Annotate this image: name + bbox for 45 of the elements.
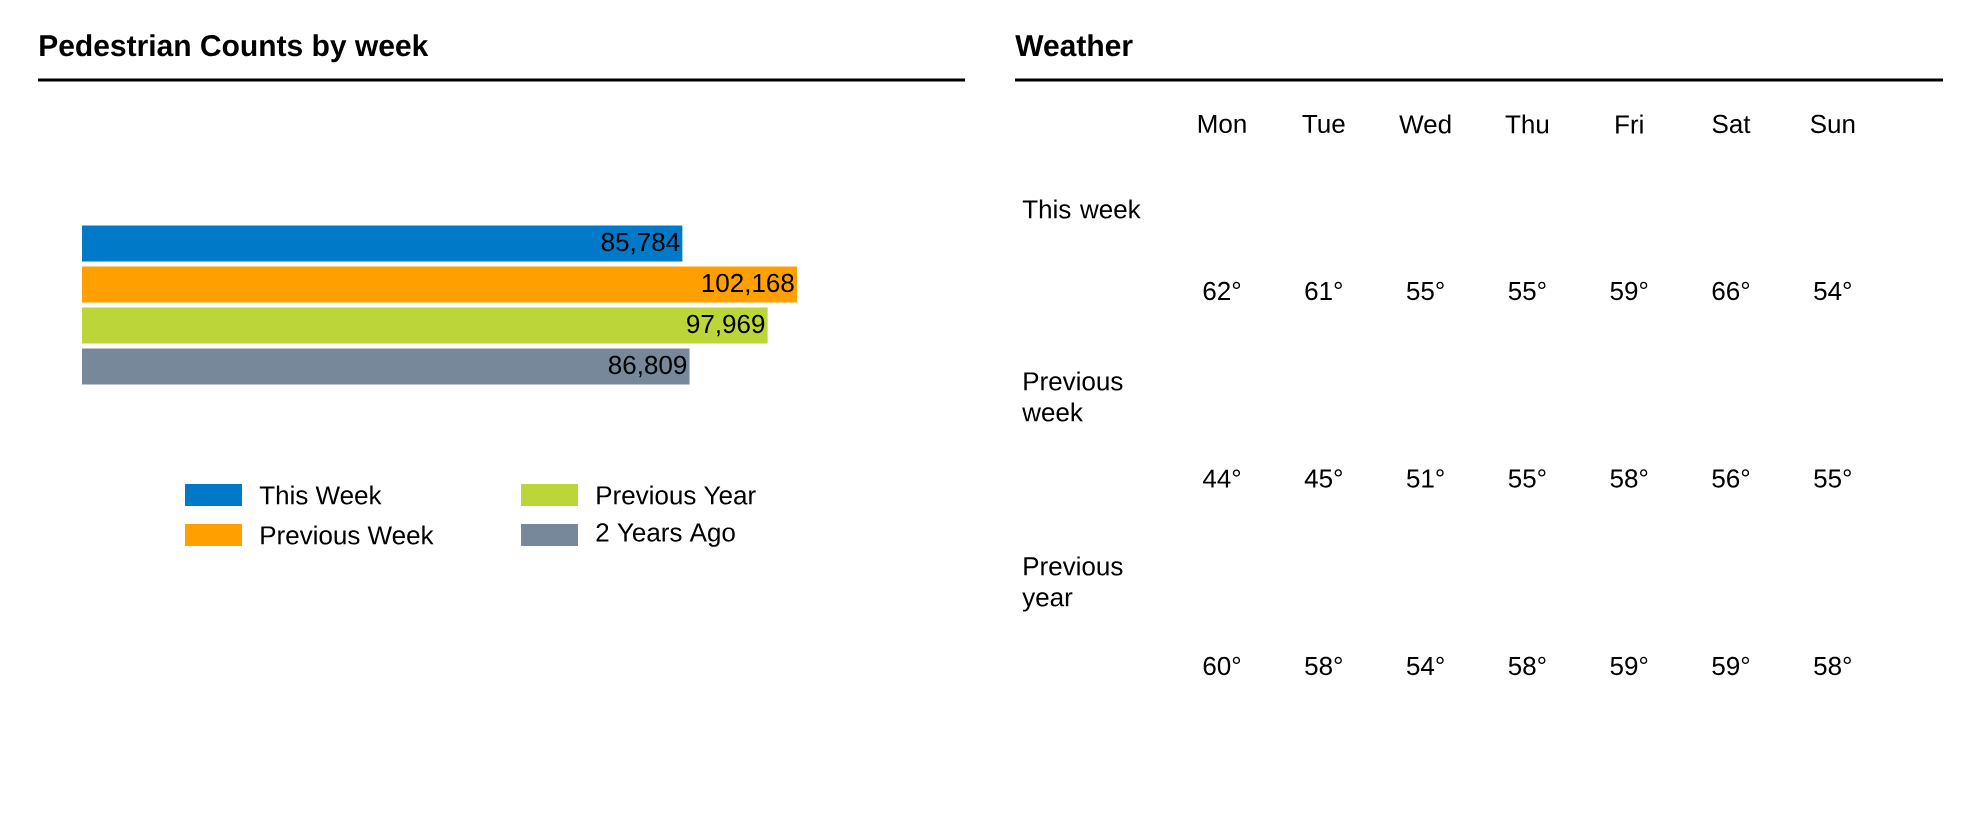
- text: 59°: [1610, 281, 1648, 301]
- text: Weather: [1015, 34, 1133, 57]
- data-label: 102,168: [702, 273, 794, 296]
- text: 55°: [1508, 469, 1546, 488]
- text: 58°: [1305, 656, 1342, 676]
- legend-label: 2 Years Ago: [596, 523, 735, 547]
- data-label: 97,969: [687, 314, 765, 337]
- category-label: Sun: [1810, 114, 1855, 134]
- text: 66°: [1712, 281, 1750, 301]
- bar: [82, 307, 768, 344]
- bar: [82, 266, 798, 303]
- data-label: 85,784: [601, 232, 680, 255]
- text: 59°: [1610, 656, 1648, 676]
- category-label: This week: [1022, 199, 1141, 219]
- text: 58°: [1508, 656, 1546, 676]
- category-label: Sat: [1712, 114, 1751, 134]
- text: 62°: [1203, 281, 1241, 301]
- category-label: Thu: [1505, 114, 1549, 134]
- bar: [82, 348, 690, 385]
- chart-title: Pedestrian Counts by week: [40, 34, 429, 63]
- text: 58°: [1610, 469, 1648, 488]
- category-label: Previous week: [1022, 371, 1123, 422]
- text: 44°: [1202, 469, 1241, 488]
- category-label: Tue: [1302, 114, 1345, 134]
- text: 55°: [1814, 469, 1851, 488]
- text: 58°: [1814, 656, 1851, 676]
- category-label: Fri: [1616, 114, 1643, 134]
- category-label: Mon: [1198, 114, 1246, 134]
- text: 45°: [1304, 469, 1342, 488]
- text: 55°: [1508, 281, 1546, 301]
- legend-label: Previous Week: [261, 525, 434, 545]
- text: 55°: [1406, 281, 1444, 301]
- category-label: Wed: [1399, 114, 1451, 134]
- text: 54°: [1406, 656, 1444, 676]
- text: 61°: [1305, 281, 1342, 301]
- legend-label: This Week: [259, 485, 382, 505]
- bar: [82, 225, 683, 262]
- text: 56°: [1712, 469, 1750, 488]
- legend-label: Previous Year: [597, 485, 756, 505]
- text: 59°: [1712, 656, 1750, 676]
- category-label: Previous year: [1022, 556, 1123, 612]
- data-label: 86,809: [608, 355, 687, 378]
- text: 51°: [1406, 469, 1444, 488]
- text: 60°: [1203, 656, 1241, 676]
- text: 54°: [1814, 281, 1851, 301]
